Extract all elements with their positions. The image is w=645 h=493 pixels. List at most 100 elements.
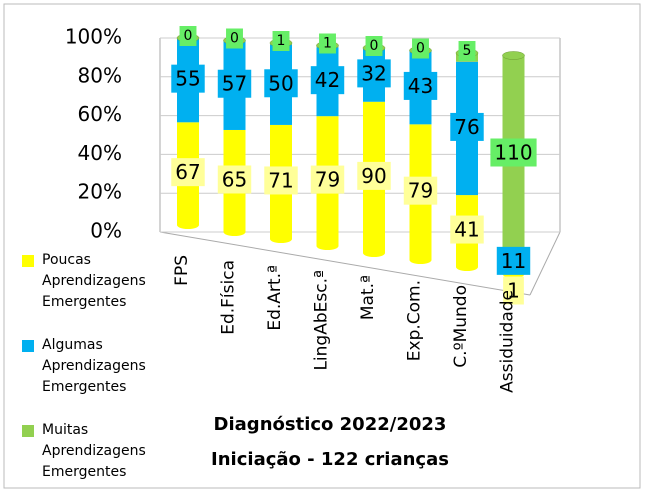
- data-label-group: 5: [458, 41, 476, 61]
- data-label: 79: [408, 179, 433, 203]
- data-label: 0: [370, 38, 379, 54]
- data-label-bg: [264, 166, 298, 195]
- legend-swatch: [22, 425, 34, 437]
- y-tick-label: 80%: [78, 63, 122, 87]
- legend-swatch: [22, 255, 34, 267]
- data-label-group: 1: [272, 31, 290, 51]
- data-label: 32: [361, 61, 386, 85]
- data-label-group: 42: [310, 66, 345, 95]
- data-label-bg: [503, 276, 524, 305]
- data-label-bg: [490, 138, 537, 167]
- data-label-bg: [171, 158, 205, 187]
- data-label: 0: [230, 31, 239, 47]
- data-label-bg: [319, 33, 336, 54]
- legend-item: Algumas Aprendizagens Emergentes: [22, 335, 172, 398]
- x-tick-label: Ed.Física: [219, 260, 239, 335]
- bar-base: [409, 256, 432, 264]
- data-label: 42: [315, 68, 340, 92]
- legend-item: Poucas Aprendizagens Emergentes: [22, 250, 172, 313]
- data-label: 0: [416, 41, 425, 57]
- data-label-bg: [272, 31, 290, 51]
- bar-cap: [502, 51, 525, 60]
- data-label-group: 76: [450, 112, 484, 141]
- data-label-bg: [217, 69, 252, 98]
- data-label: 110: [494, 141, 532, 165]
- data-label-group: 71: [264, 166, 298, 195]
- data-label-group: 0: [412, 38, 429, 59]
- y-tick-label: 100%: [65, 25, 122, 49]
- data-label-group: 11: [496, 246, 531, 275]
- data-label: 43: [408, 74, 433, 98]
- data-label-group: 32: [357, 59, 391, 88]
- data-label-bg: [357, 161, 391, 190]
- data-label-bg: [403, 176, 438, 205]
- data-label-group: 90: [357, 161, 391, 190]
- legend-label: Muitas Aprendizagens Emergentes: [42, 422, 146, 480]
- legend-label: Poucas Aprendizagens Emergentes: [42, 252, 146, 310]
- data-label: 67: [175, 160, 200, 184]
- data-label: 1: [507, 279, 520, 303]
- y-tick-label: 60%: [78, 102, 122, 126]
- data-label: 1: [323, 36, 332, 52]
- floor-edge: [529, 231, 561, 296]
- data-label-group: 55: [171, 64, 205, 93]
- data-label-bg: [179, 26, 197, 46]
- data-label-bg: [310, 66, 345, 95]
- y-tick-label: 0%: [90, 219, 122, 243]
- x-tick-label: Exp.Com.: [405, 280, 425, 361]
- data-label: 90: [361, 164, 386, 188]
- x-tick-label: C.ºMundo: [451, 285, 471, 368]
- data-label: 11: [501, 249, 526, 273]
- data-label: 71: [268, 168, 293, 192]
- data-label: 76: [454, 115, 479, 139]
- data-label-bg: [171, 64, 205, 93]
- data-label: 55: [175, 67, 200, 91]
- data-label-group: 1: [503, 276, 524, 305]
- bar-base: [316, 242, 339, 250]
- data-label: 1: [277, 33, 286, 49]
- data-label-bg: [264, 69, 298, 98]
- data-label: 65: [222, 167, 247, 191]
- bar-base: [270, 235, 292, 243]
- x-tick-label: Mat.ª: [358, 275, 378, 320]
- bar-base: [363, 249, 385, 257]
- data-label: 41: [454, 218, 479, 242]
- x-tick-label: Assiduidade: [498, 290, 518, 393]
- legend-swatch: [22, 340, 34, 352]
- data-label: 57: [222, 72, 247, 96]
- data-label-group: 79: [403, 176, 438, 205]
- data-label-group: 0: [226, 28, 243, 49]
- data-label-bg: [458, 41, 476, 61]
- data-label: 79: [315, 168, 340, 192]
- data-label-group: 43: [403, 71, 438, 100]
- data-label: 0: [184, 28, 193, 44]
- x-tick-label: Ed.Art.ª: [265, 265, 285, 331]
- legend-label: Algumas Aprendizagens Emergentes: [42, 337, 146, 395]
- data-label-group: 65: [217, 165, 252, 194]
- data-label: 50: [268, 71, 293, 95]
- data-label-bg: [412, 38, 429, 59]
- data-label-group: 57: [217, 69, 252, 98]
- data-label-bg: [226, 28, 243, 49]
- legend-item: Muitas Aprendizagens Emergentes: [22, 420, 172, 483]
- data-label-bg: [365, 36, 383, 56]
- x-tick-label: LingAbEsc.ª: [312, 270, 332, 371]
- data-label-bg: [403, 71, 438, 100]
- data-label-group: 1: [319, 33, 336, 54]
- data-label-bg: [450, 215, 484, 244]
- data-label-group: 41: [450, 215, 484, 244]
- data-label-group: 0: [365, 36, 383, 56]
- chart-title: Diagnóstico 2022/2023: [214, 414, 447, 435]
- data-label-group: 110: [490, 138, 537, 167]
- data-label-bg: [450, 112, 484, 141]
- chart-subtitle: Iniciação - 122 crianças: [211, 449, 449, 470]
- bar-base: [456, 263, 478, 271]
- bar-base: [177, 221, 199, 229]
- chart-border: [3, 3, 641, 489]
- data-label-group: 79: [310, 165, 345, 194]
- y-tick-label: 20%: [78, 180, 122, 204]
- floor-edge: [159, 231, 531, 296]
- y-tick-label: 40%: [78, 141, 122, 165]
